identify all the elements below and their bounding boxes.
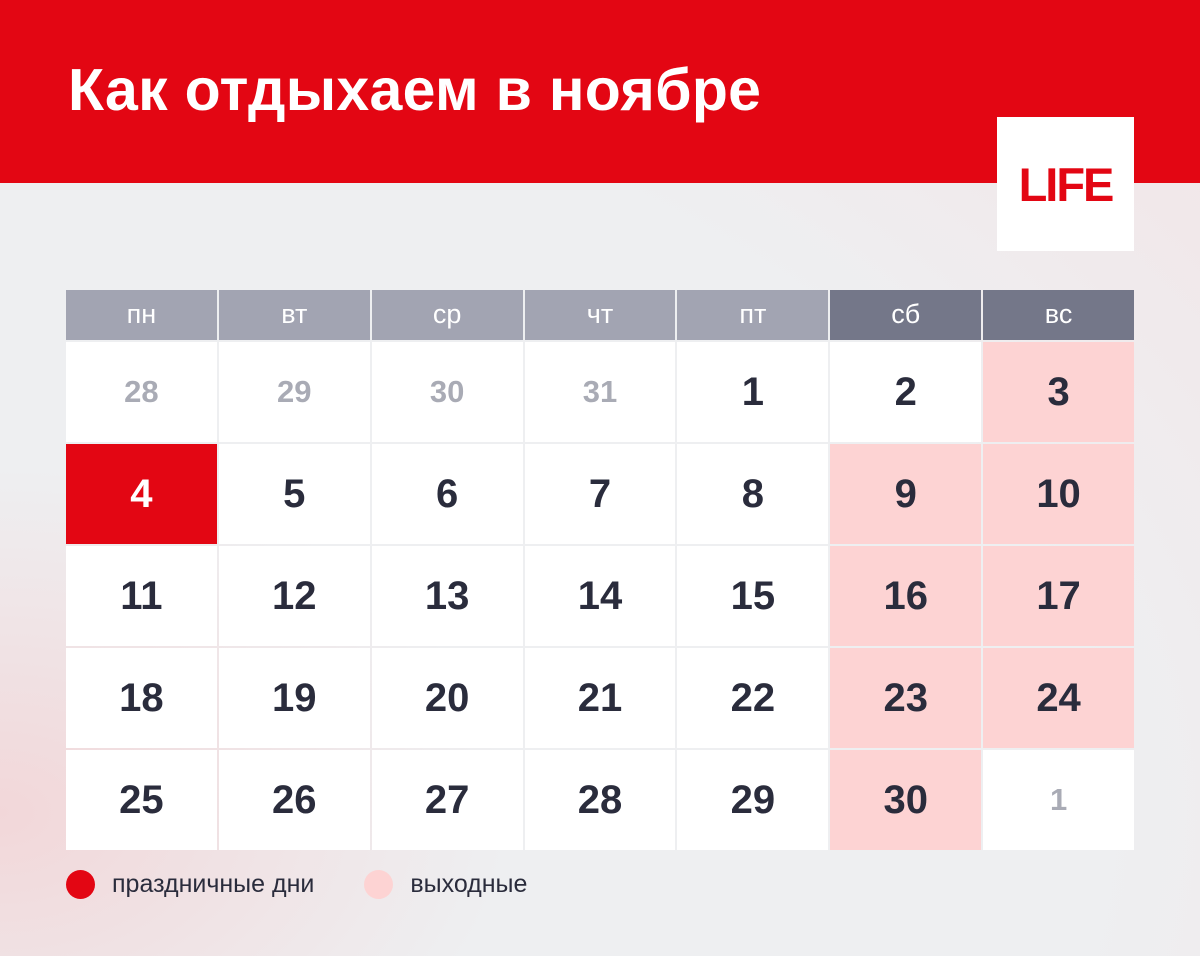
weekday-header: пн xyxy=(66,290,217,340)
calendar-day-cell: 30 xyxy=(830,750,982,850)
calendar-day-cell: 24 xyxy=(983,648,1134,748)
logo-text: LIFE xyxy=(1018,157,1115,211)
calendar-day-cell: 20 xyxy=(371,648,523,748)
calendar-day-cell: 13 xyxy=(371,546,523,646)
calendar-day-cell: 14 xyxy=(524,546,676,646)
calendar-day-cell: 3 xyxy=(983,342,1134,442)
legend: праздничные дни выходные xyxy=(66,870,527,899)
calendar-day-cell: 29 xyxy=(218,342,370,442)
calendar-day-cell: 2 xyxy=(830,342,982,442)
legend-holiday-label: праздничные дни xyxy=(112,870,315,898)
calendar-day-cell: 30 xyxy=(371,342,523,442)
calendar-day-cell: 8 xyxy=(677,444,829,544)
calendar-day-cell: 12 xyxy=(218,546,370,646)
calendar-day-cell: 11 xyxy=(66,546,217,646)
calendar-day-cell: 17 xyxy=(983,546,1134,646)
calendar-day-cell: 5 xyxy=(218,444,370,544)
calendar-day-cell: 10 xyxy=(983,444,1134,544)
calendar-day-cell: 1 xyxy=(983,750,1134,850)
calendar-grid: пн вт ср чт пт сб вс 28 29 30 31 1 2 3 4 5 6 7 8 9 10 11 12 13 1… xyxy=(66,290,1134,850)
calendar-day-cell: 15 xyxy=(677,546,829,646)
calendar-day-cell: 23 xyxy=(830,648,982,748)
calendar-day-cell: 7 xyxy=(524,444,676,544)
calendar-day-cell: 16 xyxy=(830,546,982,646)
legend-weekend-label: выходные xyxy=(410,870,528,898)
page-title: Как отдыхаем в ноябре xyxy=(68,57,762,123)
weekday-header: вс xyxy=(983,290,1134,340)
header-banner: Как отдыхаем в ноябре xyxy=(0,0,1200,183)
calendar-day-cell: 6 xyxy=(371,444,523,544)
weekday-header: сб xyxy=(830,290,982,340)
calendar-day-cell: 26 xyxy=(218,750,370,850)
calendar-day-cell: 28 xyxy=(66,342,217,442)
weekday-header: пт xyxy=(677,290,829,340)
calendar-day-cell: 29 xyxy=(677,750,829,850)
calendar-day-cell: 31 xyxy=(524,342,676,442)
calendar-day-cell: 28 xyxy=(524,750,676,850)
calendar-day-cell: 18 xyxy=(66,648,217,748)
calendar-day-cell: 9 xyxy=(830,444,982,544)
weekend-dot-icon xyxy=(364,870,394,899)
holiday-dot-icon xyxy=(66,870,95,899)
weekday-header: ср xyxy=(371,290,523,340)
calendar-day-cell: 4 xyxy=(66,444,217,544)
calendar-day-cell: 21 xyxy=(524,648,676,748)
calendar-day-cell: 19 xyxy=(218,648,370,748)
calendar-day-cell: 1 xyxy=(677,342,829,442)
calendar-day-cell: 27 xyxy=(371,750,523,850)
life-logo: LIFE xyxy=(997,117,1134,251)
weekday-header: вт xyxy=(218,290,370,340)
calendar-day-cell: 25 xyxy=(66,750,217,850)
calendar-day-cell: 22 xyxy=(677,648,829,748)
weekday-header: чт xyxy=(524,290,676,340)
